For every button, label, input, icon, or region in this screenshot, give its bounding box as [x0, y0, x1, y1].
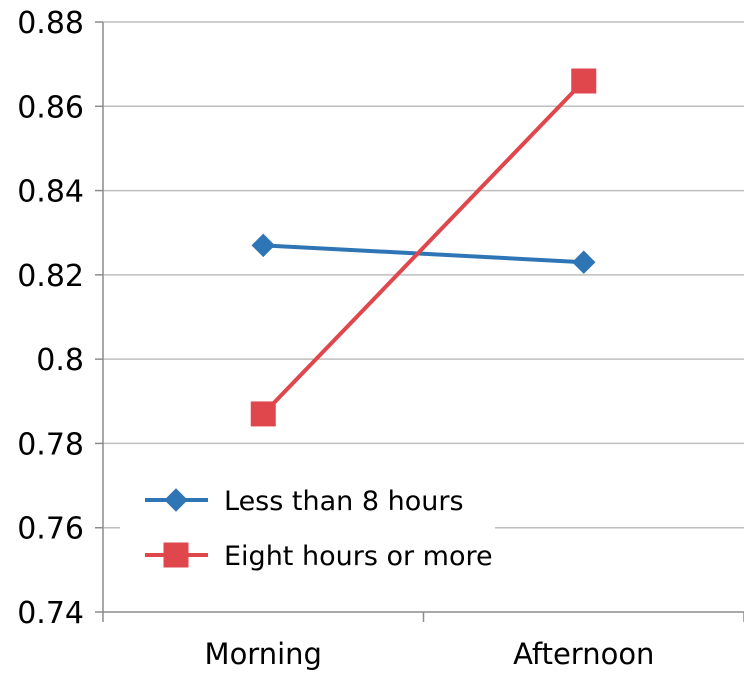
y-tick-label: 0.74: [17, 596, 84, 631]
y-tick-label: 0.84: [17, 175, 84, 210]
axes: [95, 21, 744, 622]
y-tick-label: 0.88: [17, 6, 84, 41]
data-point-marker: [250, 401, 276, 427]
y-tick-label: 0.8: [36, 343, 84, 378]
series: [250, 68, 597, 427]
series-line: [261, 79, 586, 416]
legend-marker: [164, 488, 188, 512]
y-tick-label: 0.78: [17, 427, 84, 462]
gridlines: [103, 21, 744, 529]
legend-label: Eight hours or more: [224, 541, 493, 572]
legend: Less than 8 hours Eight hours or more: [145, 486, 493, 572]
x-tick-labels: Morning Afternoon: [205, 637, 655, 671]
series-2: [250, 68, 597, 427]
data-point-marker: [572, 250, 596, 274]
data-point-marker: [251, 233, 275, 258]
series-line: [263, 243, 584, 265]
x-tick-label: Morning: [205, 637, 322, 671]
y-tick-label: 0.76: [17, 512, 84, 547]
series-1: [251, 233, 596, 274]
legend-marker: [163, 542, 189, 568]
y-tick-label: 0.82: [17, 259, 84, 294]
x-tick-label: Afternoon: [513, 637, 654, 671]
legend-item: Less than 8 hours: [145, 486, 464, 517]
legend-item: Eight hours or more: [145, 541, 493, 572]
legend-label: Less than 8 hours: [224, 486, 464, 517]
y-tick-labels: 0.74 0.76 0.78 0.8 0.82 0.84 0.86 0.88: [17, 6, 84, 631]
y-tick-label: 0.86: [17, 90, 84, 125]
data-point-marker: [571, 68, 597, 94]
